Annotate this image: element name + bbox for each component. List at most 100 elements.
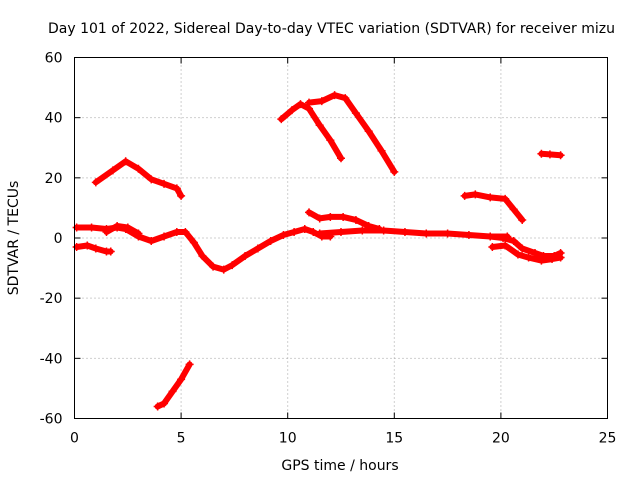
series-point <box>72 243 81 252</box>
series-point <box>168 387 177 396</box>
series-point <box>315 229 324 238</box>
series-point <box>326 212 335 221</box>
y-tick-label: 40 <box>45 111 63 127</box>
series-point <box>537 149 546 158</box>
series-point <box>287 106 296 115</box>
series-point <box>499 234 508 242</box>
series-point <box>464 230 473 239</box>
series-point <box>189 238 198 247</box>
series-arc-peak-44 <box>278 101 344 162</box>
series-point <box>160 232 169 241</box>
series-point <box>509 237 518 246</box>
series-arc-near-zero-early <box>73 224 334 273</box>
series-point <box>253 244 262 253</box>
series-point <box>443 229 452 238</box>
series-point <box>351 109 360 118</box>
series-point <box>377 146 386 155</box>
series-point <box>501 241 510 250</box>
y-tick-label: -60 <box>40 412 63 428</box>
series-layer <box>72 91 565 411</box>
x-axis-label: GPS time / hours <box>281 458 398 474</box>
series-point <box>471 190 480 199</box>
series-point <box>177 191 186 200</box>
x-tick-label: 20 <box>492 431 510 447</box>
chart-title: Day 101 of 2022, Sidereal Day-to-day VTE… <box>48 21 615 37</box>
series-point <box>509 205 518 214</box>
series-point <box>296 100 305 109</box>
series-point <box>91 178 100 187</box>
series-point <box>548 255 557 264</box>
x-tick-label: 15 <box>385 431 403 447</box>
series-point <box>279 230 288 239</box>
series-point <box>556 253 565 262</box>
series-point <box>277 115 286 124</box>
series-point <box>358 226 367 235</box>
series-point <box>422 229 431 238</box>
series-point <box>134 164 143 173</box>
series-point <box>305 98 314 107</box>
series-point <box>219 265 228 274</box>
series-point <box>153 402 162 411</box>
series-point <box>513 250 522 259</box>
y-tick-label: 0 <box>54 231 63 247</box>
series-point <box>501 194 510 203</box>
series-point <box>300 224 309 233</box>
series-point <box>305 208 314 217</box>
series-point <box>147 237 156 246</box>
series-point <box>337 154 345 163</box>
x-tick-label: 5 <box>177 431 186 447</box>
series-point <box>531 249 540 258</box>
series-point <box>241 252 250 261</box>
series-point <box>106 247 115 256</box>
y-axis-label: SDTVAR / TECUs <box>6 181 22 296</box>
series-point <box>315 121 324 130</box>
series-point <box>537 256 546 265</box>
series-point <box>524 253 533 262</box>
y-tick-label: 60 <box>45 51 63 67</box>
series-arc-peak-47 <box>306 92 398 175</box>
y-tick-label: 20 <box>45 171 63 187</box>
series-point <box>91 244 100 253</box>
series-point <box>121 157 130 166</box>
series-point <box>337 227 345 236</box>
series-point <box>351 215 360 224</box>
series-point <box>108 166 117 175</box>
series-point <box>160 179 169 188</box>
series-point <box>123 223 132 232</box>
x-tick-label: 25 <box>599 431 617 447</box>
x-tick-label: 0 <box>70 431 79 447</box>
series-point <box>364 127 373 136</box>
series-point <box>181 227 190 236</box>
series-point <box>228 261 237 270</box>
y-tick-label: -40 <box>40 351 63 367</box>
series-point <box>185 360 194 369</box>
series-point <box>486 193 495 202</box>
series-point <box>518 244 527 253</box>
tick-layer: 0 5 10 15 20 25 -60 -40 -20 0 20 40 60 <box>40 51 617 447</box>
series-point <box>290 227 299 236</box>
series-point <box>518 215 527 224</box>
series-point <box>341 94 350 103</box>
series-point <box>172 227 181 236</box>
series-point <box>400 227 409 236</box>
series-point <box>87 223 96 232</box>
series-arc-bump-near-2h <box>103 223 142 237</box>
y-tick-label: -20 <box>40 291 63 307</box>
x-tick-label: 10 <box>279 431 297 447</box>
series-point <box>266 237 275 246</box>
series-point <box>488 243 497 252</box>
series-point <box>72 223 81 232</box>
series-arc-negative-56 <box>154 361 193 410</box>
series-point <box>326 136 335 145</box>
series-point <box>330 91 339 100</box>
series-point <box>315 214 324 223</box>
series-point <box>460 191 469 200</box>
series-point <box>317 97 326 106</box>
series-point <box>339 212 348 221</box>
series-point <box>390 167 399 176</box>
series-point <box>486 232 495 241</box>
series-point <box>172 184 181 193</box>
series-point <box>545 150 554 159</box>
series-point <box>134 229 143 238</box>
